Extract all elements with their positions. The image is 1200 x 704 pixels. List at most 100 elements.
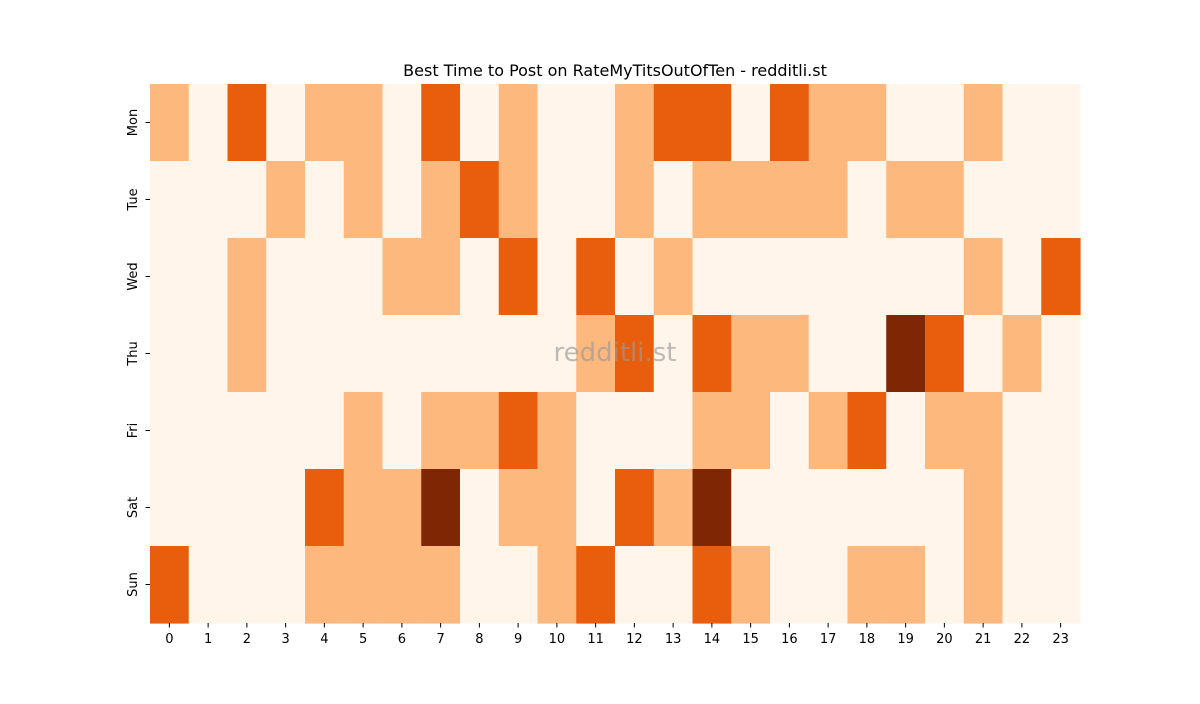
heatmap-cell-wed-11 [576,238,616,316]
heatmap-cell-thu-21 [963,315,1004,393]
heatmap-cell-sun-6 [382,546,422,624]
heatmap-cell-sun-3 [266,546,306,624]
heatmap-cell-wed-2 [227,238,267,316]
heatmap-cell-thu-13 [653,315,694,393]
heatmap-cell-fri-7 [421,392,461,470]
y-tick-label: Mon [126,109,141,136]
heatmap-cell-mon-8 [460,84,500,162]
heatmap-cell-tue-7 [421,161,461,239]
heatmap-cell-mon-17 [808,84,849,162]
heatmap-cell-mon-12 [615,84,655,162]
heatmap-cell-thu-7 [421,315,461,393]
heatmap-cell-thu-14 [692,315,732,393]
heatmap-cell-thu-16 [770,315,810,393]
heatmap-cell-wed-17 [808,238,849,316]
heatmap-cell-wed-21 [963,238,1004,316]
heatmap-cell-tue-9 [498,161,539,239]
heatmap-cell-thu-22 [1002,315,1042,393]
heatmap-cell-sat-10 [537,469,577,547]
heatmap-cell-wed-9 [498,238,539,316]
x-tick-label: 17 [820,632,837,647]
y-tick-label: Sat [126,497,141,518]
heatmap-cell-sat-7 [421,469,461,547]
heatmap-cell-sun-1 [188,546,229,624]
heatmap-cell-sat-4 [305,469,345,547]
heatmap-cell-wed-12 [615,238,655,316]
heatmap-cell-mon-20 [925,84,965,162]
heatmap-cell-fri-2 [227,392,267,470]
heatmap-cell-thu-9 [498,315,539,393]
heatmap-cell-sun-11 [576,546,616,624]
heatmap-cell-sat-18 [847,469,887,547]
heatmap-cell-thu-10 [537,315,577,393]
heatmap-cell-sat-16 [770,469,810,547]
heatmap-cell-thu-11 [576,315,616,393]
heatmap-cell-wed-3 [266,238,306,316]
heatmap-cell-thu-12 [615,315,655,393]
watermark: redditli.st [554,338,677,368]
heatmap-cell-sun-19 [886,546,926,624]
heatmap-cell-fri-20 [925,392,965,470]
heatmap-cell-tue-20 [925,161,965,239]
x-tick-label: 6 [398,632,406,647]
heatmap-cell-sat-2 [227,469,267,547]
x-tick-label: 22 [1014,632,1031,647]
heatmap-cell-tue-2 [227,161,267,239]
heatmap-cell-fri-18 [847,392,887,470]
heatmap-cell-sat-3 [266,469,306,547]
heatmap-cell-tue-22 [1002,161,1042,239]
heatmap-cell-wed-7 [421,238,461,316]
heatmap-cell-tue-4 [305,161,345,239]
heatmap-cell-sat-13 [653,469,694,547]
heatmap-cell-thu-15 [731,315,771,393]
x-tick-label: 23 [1052,632,1069,647]
x-tick-label: 18 [859,632,876,647]
heatmap-cell-mon-4 [305,84,345,162]
x-tick-label: 14 [704,632,721,647]
heatmap-cell-sat-22 [1002,469,1042,547]
heatmap-cell-fri-19 [886,392,926,470]
x-tick-label: 20 [936,632,953,647]
x-tick-label: 16 [781,632,798,647]
heatmap-cell-wed-16 [770,238,810,316]
heatmap-cell-sun-10 [537,546,577,624]
heatmap-cell-thu-8 [460,315,500,393]
heatmap-cell-sun-2 [227,546,267,624]
heatmap-cell-sat-20 [925,469,965,547]
heatmap-cell-wed-4 [305,238,345,316]
heatmap-cell-fri-15 [731,392,771,470]
heatmap-cell-mon-0 [150,84,190,162]
heatmap-cell-sat-9 [498,469,539,547]
y-tick-label: Tue [126,188,141,211]
heatmap-cell-mon-3 [266,84,306,162]
x-tick-label: 11 [587,632,604,647]
heatmap-cell-wed-15 [731,238,771,316]
heatmap-cell-sun-0 [150,546,190,624]
heatmap-cell-wed-18 [847,238,887,316]
x-tick-label: 0 [165,632,173,647]
heatmap-cell-mon-9 [498,84,539,162]
heatmap-cell-mon-23 [1041,84,1081,162]
heatmap-cell-tue-6 [382,161,422,239]
heatmap-cell-fri-4 [305,392,345,470]
heatmap-cell-fri-11 [576,392,616,470]
heatmap-cell-sun-23 [1041,546,1081,624]
heatmap-cell-thu-20 [925,315,965,393]
heatmap-cell-tue-17 [808,161,849,239]
heatmap-cell-sat-12 [615,469,655,547]
heatmap-cell-fri-21 [963,392,1004,470]
heatmap-cell-sat-6 [382,469,422,547]
heatmap-cell-wed-5 [343,238,384,316]
heatmap-cell-sun-17 [808,546,849,624]
heatmap-cell-wed-1 [188,238,229,316]
heatmap-cell-sun-5 [343,546,384,624]
heatmap-cell-tue-1 [188,161,229,239]
heatmap-cell-mon-19 [886,84,926,162]
heatmap-cell-thu-0 [150,315,190,393]
heatmap-cell-mon-1 [188,84,229,162]
x-tick-label: 4 [320,632,328,647]
x-tick-label: 7 [436,632,444,647]
heatmap-cell-mon-21 [963,84,1004,162]
heatmap-cell-tue-0 [150,161,190,239]
